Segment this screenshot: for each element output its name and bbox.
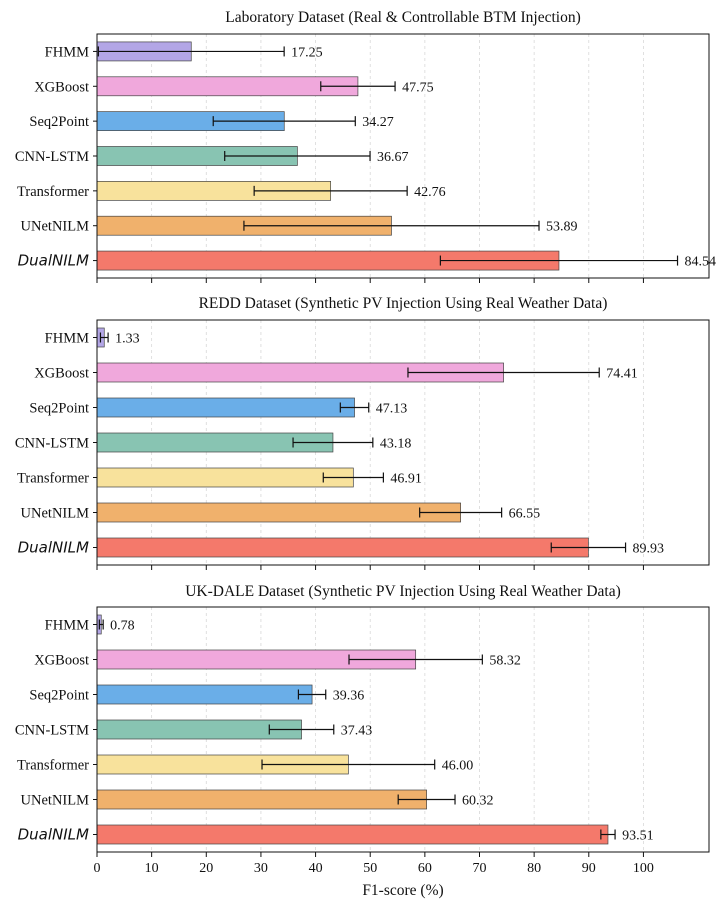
category-label: Seq2Point <box>29 114 89 130</box>
value-label: 0.78 <box>110 619 135 634</box>
bar-unetnilm <box>96 789 427 810</box>
category-label: FHMM <box>45 618 89 634</box>
category-label: Transformer <box>17 471 89 487</box>
value-label: 58.32 <box>489 654 521 669</box>
value-label: 74.41 <box>606 367 638 382</box>
plot-frame <box>96 606 710 853</box>
category-label: CNN-LSTM <box>15 149 89 165</box>
value-label: 37.43 <box>341 724 373 739</box>
category-label: Seq2Point <box>29 688 89 704</box>
x-tick-label: 40 <box>309 861 323 876</box>
value-label: 93.51 <box>622 829 654 844</box>
plot-frame <box>96 33 710 279</box>
bar-dualnilm <box>96 824 609 845</box>
x-axis-label: F1-score (%) <box>362 882 443 899</box>
category-label: Transformer <box>17 184 89 200</box>
x-tick-label: 100 <box>633 861 654 876</box>
value-label: 60.32 <box>462 794 494 809</box>
x-tick-label: 30 <box>254 861 268 876</box>
category-label: FHMM <box>45 44 89 60</box>
value-label: 46.00 <box>442 759 474 774</box>
category-label: UNetNILM <box>21 793 90 809</box>
category-label: FHMM <box>45 331 89 347</box>
x-tick-label: 60 <box>418 861 432 876</box>
category-label: XGBoost <box>34 653 89 669</box>
value-label: 36.67 <box>377 150 409 165</box>
panel-title: REDD Dataset (Synthetic PV Injection Usi… <box>199 295 608 312</box>
category-label: Seq2Point <box>29 401 89 417</box>
x-tick-label: 80 <box>527 861 541 876</box>
category-label: XGBoost <box>34 366 89 382</box>
bar-seq2point <box>96 684 313 705</box>
x-tick-label: 50 <box>363 861 377 876</box>
category-label: CNN-LSTM <box>15 436 89 452</box>
value-label: 46.91 <box>390 472 422 487</box>
bar-unetnilm <box>96 502 461 523</box>
x-tick-label: 70 <box>473 861 487 876</box>
panel-title: Laboratory Dataset (Real & Controllable … <box>225 9 581 26</box>
value-label: 42.76 <box>414 185 446 200</box>
value-label: 47.75 <box>402 80 434 95</box>
category-label: XGBoost <box>34 79 89 95</box>
value-label: 43.18 <box>380 437 412 452</box>
plot-frame <box>96 319 710 566</box>
value-label: 17.25 <box>291 45 323 60</box>
bar-transformer <box>96 467 354 488</box>
panel-title: UK-DALE Dataset (Synthetic PV Injection … <box>185 583 621 600</box>
category-label: UNetNILM <box>21 219 90 235</box>
category-label: Transformer <box>17 758 89 774</box>
bar-seq2point <box>96 397 355 418</box>
bar-xgboost <box>96 76 359 97</box>
category-label: UNetNILM <box>21 506 90 522</box>
x-tick-label: 10 <box>145 861 159 876</box>
value-label: 39.36 <box>333 689 365 704</box>
value-label: 89.93 <box>633 542 665 557</box>
value-label: 34.27 <box>362 115 394 130</box>
value-label: 1.33 <box>115 332 140 347</box>
category-label: DualNILM <box>18 252 89 270</box>
category-label: CNN-LSTM <box>15 723 89 739</box>
bar-dualnilm <box>96 537 589 558</box>
value-label: 47.13 <box>376 402 408 417</box>
value-label: 84.54 <box>685 255 717 270</box>
value-label: 53.89 <box>546 220 578 235</box>
x-tick-label: 0 <box>94 861 101 876</box>
category-label: DualNILM <box>18 539 89 557</box>
value-label: 66.55 <box>509 507 541 522</box>
category-label: DualNILM <box>18 826 89 844</box>
x-tick-label: 20 <box>199 861 213 876</box>
x-tick-label: 90 <box>582 861 596 876</box>
